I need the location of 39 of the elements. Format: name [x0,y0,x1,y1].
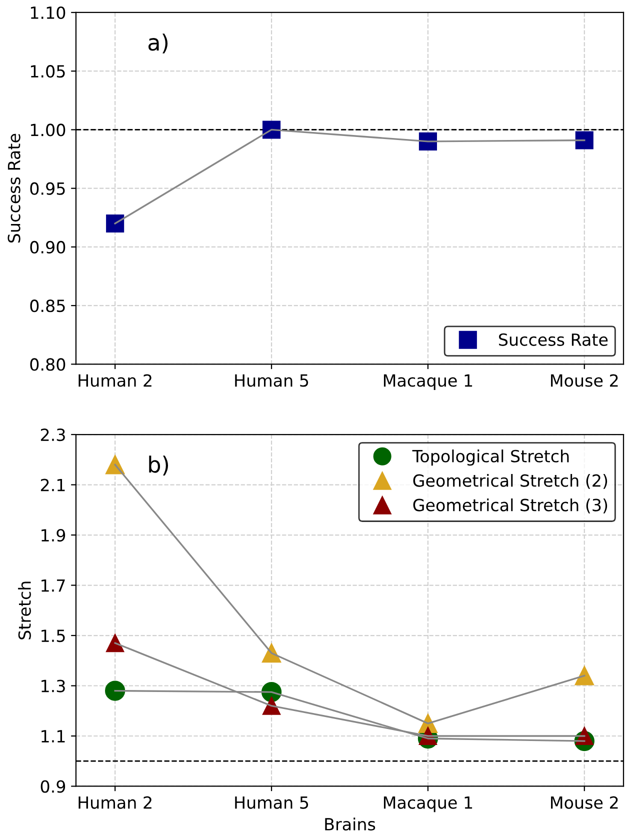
x-tick-label: Mouse 2 [551,796,618,809]
legend-label: Topological Stretch [412,450,569,466]
x-axis-title: Brains [325,818,376,831]
y-tick-label: 0.80 [30,358,66,371]
y-tick-label: 1.05 [30,65,65,78]
x-tick-label: Macaque 1 [384,374,472,390]
x-tick-label: Mouse 2 [551,374,618,387]
y-tick-label: 1.10 [30,6,66,20]
x-tick-label: Human 5 [235,374,308,387]
y-axis-title: Success Rate [8,134,20,243]
point [262,696,281,715]
point [574,666,594,686]
x-tick-label: Human 2 [78,374,152,387]
y-tick-label: 0.9 [40,780,66,793]
annotation: b) [149,456,168,476]
x-tick-label: Macaque 1 [384,796,472,812]
point [106,634,124,652]
x-tick-label: Human 2 [78,796,152,809]
y-tick-label: 1.9 [42,528,66,542]
point [105,680,126,701]
y-tick-label: 1.1 [42,730,65,742]
legend-label: Geometrical Stretch (3) [413,498,608,514]
y-tick-label: 0.90 [30,240,66,254]
y-tick-label: 2.1 [40,478,65,492]
y-tick-label: 0.95 [30,182,65,195]
legend-label: Success Rate [499,333,608,346]
point [418,132,437,150]
y-tick-label: 2.3 [40,428,65,442]
point [106,214,124,233]
y-tick-label: 1.7 [42,579,65,592]
y-tick-label: 1.5 [42,630,65,642]
y-tick-label: 1.00 [30,124,66,136]
y-tick-label: 1.3 [42,680,65,692]
legend-label: Geometrical Stretch (2) [413,474,608,489]
y-tick-label: 0.85 [30,300,65,312]
x-tick-label: Human 5 [235,796,308,809]
annotation: a) [148,34,168,54]
y-axis-title: Stretch [18,582,31,640]
point [575,131,594,150]
